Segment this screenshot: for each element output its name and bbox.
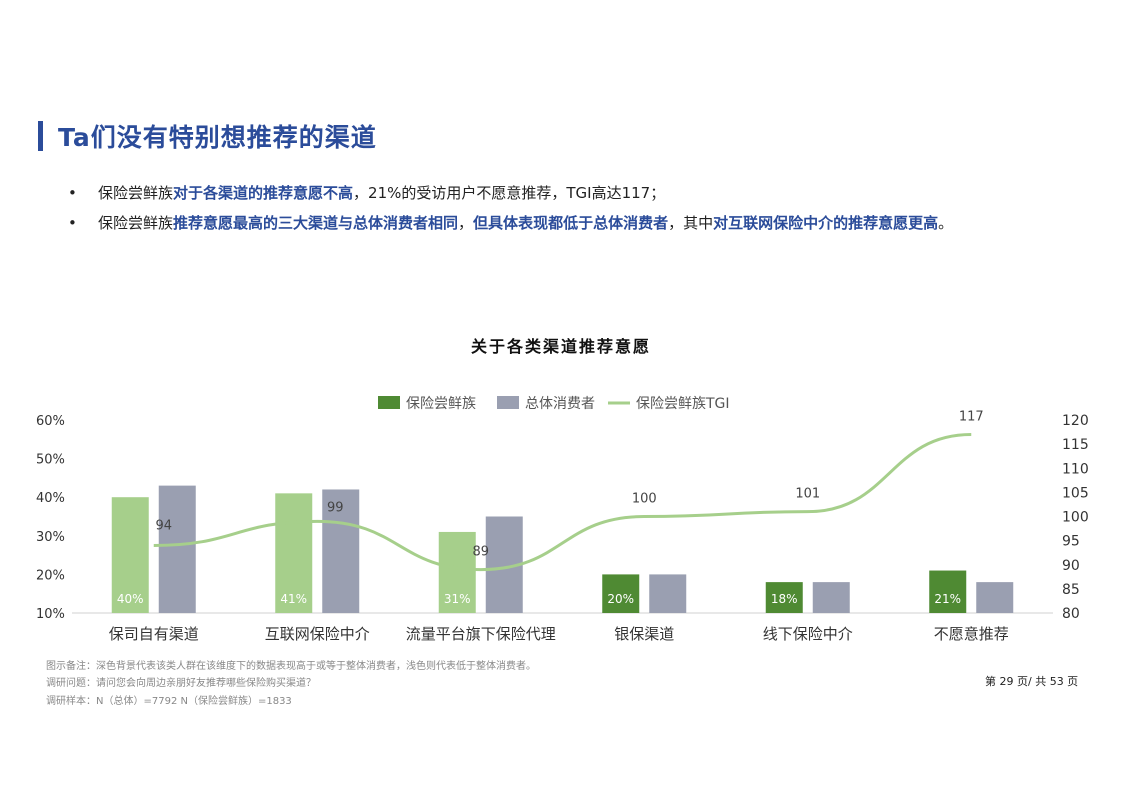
bar-data-label: 40%	[117, 592, 144, 606]
y-left-tick-label: 60%	[36, 414, 65, 429]
bullet-dot-icon: •	[68, 184, 77, 202]
tgi-data-label: 99	[327, 500, 344, 515]
footer-sample: 调研样本：N（总体）=7792 N（保险尝鲜族）=1833	[46, 696, 292, 707]
bar-data-label: 21%	[934, 592, 961, 606]
bar-overall-consumer	[812, 582, 850, 613]
bar-insurance-trier	[275, 493, 313, 613]
bar-overall-consumer	[649, 574, 687, 613]
x-category-label: 保司自有渠道	[109, 625, 199, 643]
legend-swatch-insurance-trier	[378, 396, 400, 409]
y-left-tick-label: 40%	[36, 491, 65, 506]
y-left-tick-label: 50%	[36, 453, 65, 468]
bar-data-label: 20%	[607, 592, 634, 606]
tgi-data-label: 94	[155, 518, 172, 533]
y-right-tick-label: 100	[1062, 510, 1089, 526]
footer-note: 图示备注：深色背景代表该类人群在该维度下的数据表现高于或等于整体消费者，浅色则代…	[46, 661, 536, 672]
footer-question: 调研问题：请问您会向周边亲朋好友推荐哪些保险购买渠道？	[46, 678, 316, 689]
y-right-tick-label: 105	[1062, 485, 1089, 501]
bar-insurance-trier	[111, 497, 149, 613]
bar-overall-consumer	[158, 485, 196, 613]
title-accent-bar	[38, 121, 43, 151]
legend-label-insurance-trier: 保险尝鲜族	[406, 396, 476, 412]
bar-insurance-trier	[602, 574, 640, 613]
tgi-line	[153, 432, 972, 572]
y-right-tick-label: 90	[1062, 558, 1080, 574]
page-title: Ta们没有特别想推荐的渠道	[58, 123, 377, 152]
y-right-tick-label: 95	[1062, 534, 1080, 550]
chart-title: 关于各类渠道推荐意愿	[470, 337, 651, 356]
x-category-label: 流量平台旗下保险代理	[406, 625, 556, 643]
bullet-item-1: • 保险尝鲜族对于各渠道的推荐意愿不高，21%的受访用户不愿意推荐，TGI高达1…	[64, 178, 1074, 208]
y-left-tick-label: 20%	[36, 568, 65, 583]
tgi-data-label: 117	[959, 409, 984, 424]
y-right-tick-label: 110	[1062, 461, 1089, 477]
y-right-tick-label: 115	[1062, 437, 1089, 453]
bar-overall-consumer	[976, 582, 1014, 613]
bar-insurance-trier	[765, 582, 803, 613]
summary-bullets: • 保险尝鲜族对于各渠道的推荐意愿不高，21%的受访用户不愿意推荐，TGI高达1…	[64, 178, 1074, 238]
bar-data-label: 18%	[771, 592, 798, 606]
x-category-label: 银保渠道	[614, 625, 674, 643]
legend-label-tgi: 保险尝鲜族TGI	[636, 396, 730, 412]
y-right-tick-label: 80	[1062, 606, 1080, 622]
bar-data-label: 41%	[280, 592, 307, 606]
x-category-label: 不愿意推荐	[934, 625, 1009, 643]
bar-data-label: 31%	[444, 592, 471, 606]
x-category-label: 互联网保险中介	[265, 625, 370, 643]
tgi-data-label: 89	[472, 545, 489, 560]
bar-insurance-trier	[929, 570, 967, 613]
y-right-tick-label: 85	[1062, 582, 1080, 598]
bar-insurance-trier	[438, 531, 476, 613]
y-right-tick-label: 120	[1062, 413, 1089, 429]
bullet-item-2: • 保险尝鲜族推荐意愿最高的三大渠道与总体消费者相同，但具体表现都低于总体消费者…	[64, 208, 1074, 238]
x-category-label: 线下保险中介	[763, 625, 853, 643]
page-number: 第 29 页/ 共 53 页	[985, 675, 1079, 688]
legend-swatch-overall-consumer	[497, 396, 519, 409]
legend-label-overall-consumer: 总体消费者	[525, 396, 595, 412]
tgi-data-label: 100	[632, 492, 657, 507]
bullet-text-2: 保险尝鲜族推荐意愿最高的三大渠道与总体消费者相同，但具体表现都低于总体消费者，其…	[98, 214, 954, 232]
y-left-tick-label: 10%	[36, 607, 65, 622]
y-left-tick-label: 30%	[36, 530, 65, 545]
bullet-dot-icon: •	[68, 214, 77, 232]
channel-recommendation-chart: 10% 20% 30% 40% 50% 60% 80 85 90 95 100 105 110 115 12…	[36, 396, 1089, 643]
bullet-text-1: 保险尝鲜族对于各渠道的推荐意愿不高，21%的受访用户不愿意推荐，TGI高达117…	[98, 184, 666, 202]
tgi-data-label: 101	[795, 487, 820, 502]
bar-overall-consumer	[322, 489, 360, 613]
